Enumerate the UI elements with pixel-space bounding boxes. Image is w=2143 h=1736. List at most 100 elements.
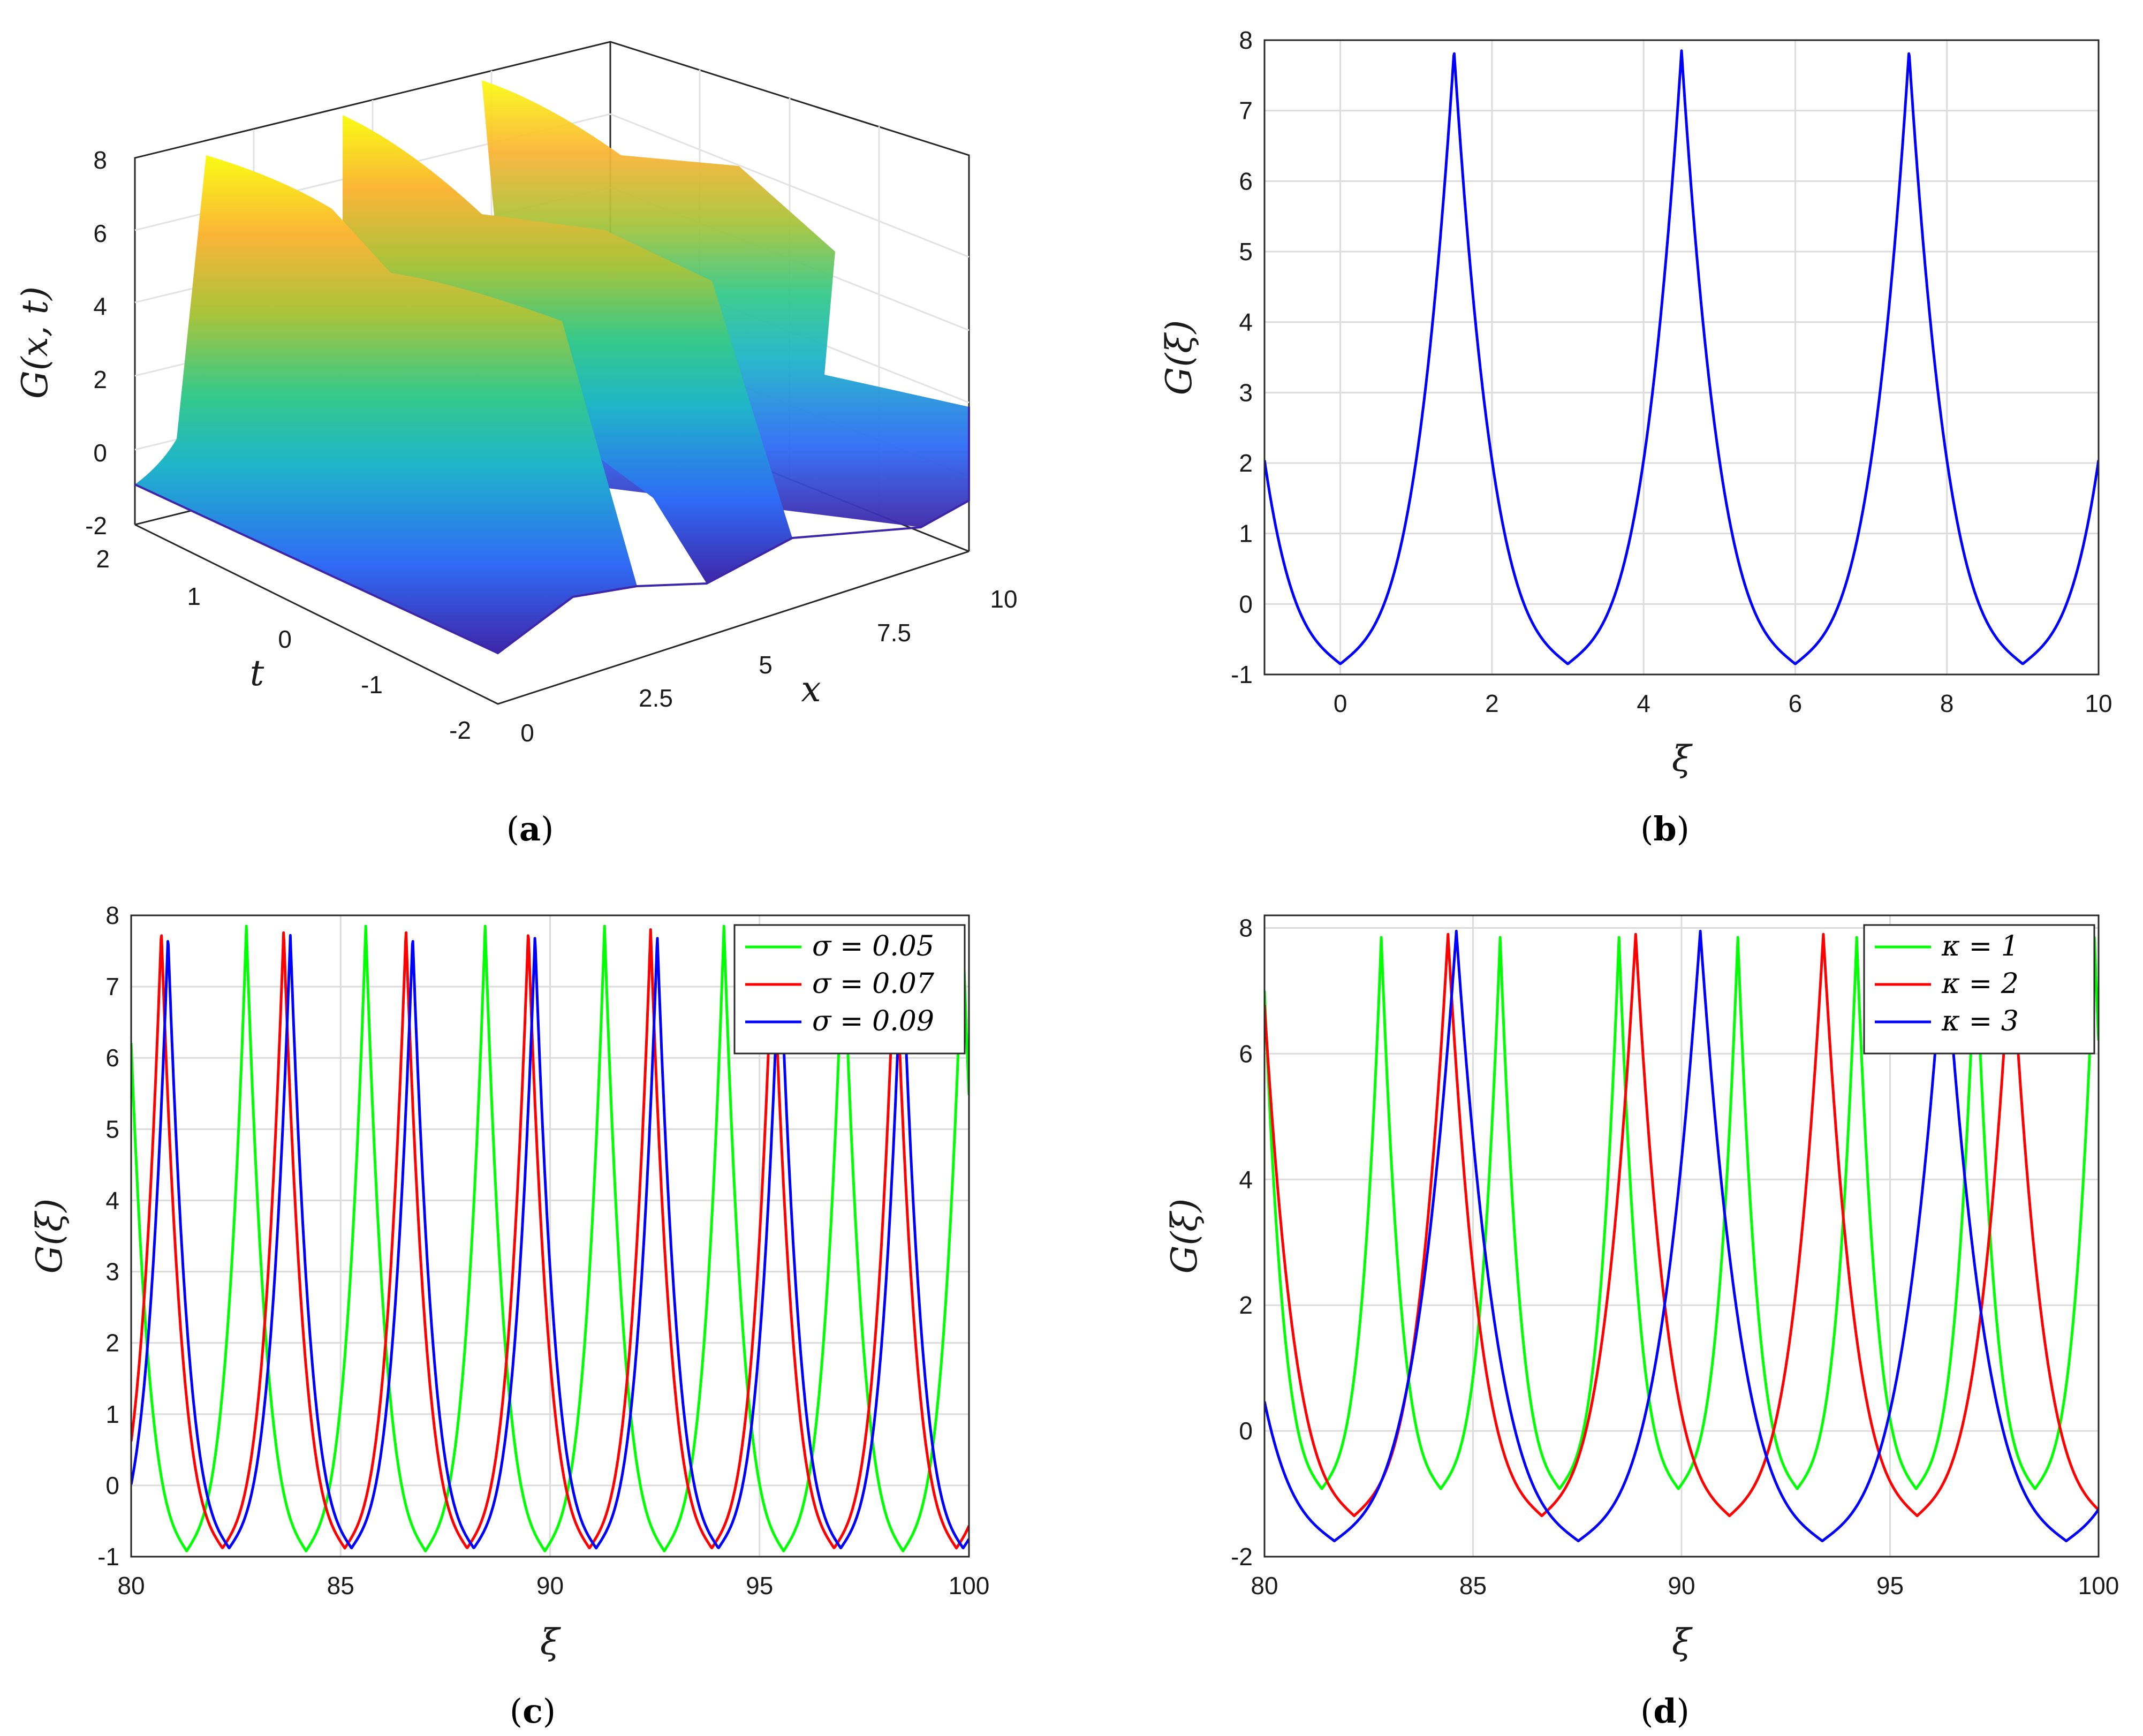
x-tick-label: 85 <box>1459 1572 1487 1599</box>
panel-d-line-chart: 80 85 90 95 100 -2 0 2 4 6 8 κ = 1 κ = 2 κ = 3 ξ G(ξ… <box>1164 914 2119 1731</box>
y-tick-label: -2 <box>1231 1543 1253 1571</box>
panel-c-y-label: G(ξ) <box>29 1199 70 1274</box>
x-tick-label: 0 <box>1334 689 1347 717</box>
panel-d-legend: κ = 1 κ = 2 κ = 3 <box>1863 924 2095 1055</box>
panel-b-grid <box>1264 39 2100 676</box>
panel-c-axes-box <box>130 914 970 1558</box>
y-tick-label: 2 <box>1239 1291 1253 1319</box>
y-tick-label: 2 <box>1239 449 1253 477</box>
legend-entry: σ = 0.05 <box>812 930 934 962</box>
y-tick-label: 7 <box>105 973 119 1000</box>
panel-c-legend: σ = 0.05 σ = 0.07 σ = 0.09 <box>733 924 966 1055</box>
y-tick-label: 5 <box>105 1115 119 1143</box>
panel-d-caption: (d) <box>1640 1692 1690 1731</box>
t-axis-ticks: -2 -1 0 1 2 <box>96 545 471 744</box>
x-tick-label: 90 <box>1668 1572 1695 1599</box>
y-tick-label: 1 <box>105 1400 119 1428</box>
surface-front-edge <box>134 407 970 655</box>
panel-a-surface-plot: -2 0 2 4 6 8 G(x, t) -2 -1 0 1 2 t 0 2.5… <box>14 41 1018 848</box>
panel-b-series <box>1264 49 2099 665</box>
series-line-1 <box>1264 49 2099 665</box>
x-tick-label: 80 <box>117 1572 145 1599</box>
y-tick-label: 4 <box>1239 308 1253 336</box>
panel-c-caption: (c) <box>510 1692 556 1731</box>
series-line-1 <box>131 924 969 1552</box>
series-line-3 <box>1264 929 2099 1543</box>
panel-a-x-label: x <box>801 669 821 710</box>
z-tick: 6 <box>93 219 107 247</box>
x-tick: 5 <box>759 651 773 679</box>
panel-a-t-label: t <box>250 653 264 694</box>
z-tick: 2 <box>93 366 107 393</box>
y-tick-label: -1 <box>1231 661 1253 688</box>
panel-b-ticks: 0 2 4 6 8 10 -1 0 1 2 3 4 5 6 7 8 <box>1231 26 2112 717</box>
y-tick-label: 5 <box>1239 238 1253 266</box>
panel-c-x-label: ξ <box>540 1621 562 1663</box>
x-tick-label: 95 <box>1876 1572 1904 1599</box>
series-line-2 <box>131 928 969 1550</box>
panel-a-z-label: G(x, t) <box>14 286 56 399</box>
panel-c-ticks: 80 85 90 95 100 -1 0 1 2 3 4 5 6 7 8 <box>97 901 989 1599</box>
series-line-3 <box>131 934 969 1550</box>
panel-c-series <box>131 924 969 1552</box>
legend-entry: κ = 1 <box>1941 930 2019 962</box>
z-axis-ticks: -2 0 2 4 6 8 <box>85 146 107 540</box>
z-tick: 4 <box>93 292 107 320</box>
panel-d-ticks: 80 85 90 95 100 -2 0 2 4 6 8 <box>1231 914 2119 1599</box>
x-tick-label: 90 <box>536 1572 564 1599</box>
legend-entry: κ = 2 <box>1941 968 2019 1000</box>
y-tick-label: -1 <box>97 1543 119 1571</box>
x-tick: 2.5 <box>639 684 673 712</box>
panel-d-axes-box <box>1263 914 2100 1558</box>
panel-b-axes-box <box>1263 39 2100 676</box>
y-tick-label: 7 <box>1239 97 1253 125</box>
legend-entry: κ = 3 <box>1941 1005 2019 1037</box>
surface <box>134 80 970 655</box>
y-tick-label: 8 <box>1239 26 1253 54</box>
x-tick-label: 95 <box>746 1572 773 1599</box>
y-tick-label: 4 <box>105 1186 119 1214</box>
panel-d-y-label: G(ξ) <box>1164 1199 1205 1274</box>
panel-d-series <box>1264 929 2099 1543</box>
y-tick-label: 3 <box>105 1258 119 1286</box>
z-tick: 8 <box>93 146 107 174</box>
x-tick: 10 <box>990 585 1017 613</box>
y-tick-label: 6 <box>1239 1040 1253 1067</box>
y-tick-label: 6 <box>1239 167 1253 195</box>
t-tick: 1 <box>187 582 201 610</box>
panel-b-x-label: ξ <box>1672 738 1693 779</box>
y-tick-label: 8 <box>1239 914 1253 942</box>
x-tick-label: 8 <box>1940 689 1954 717</box>
panel-d-grid <box>1263 915 2100 1558</box>
z-tick: -2 <box>85 512 107 540</box>
x-axis-ticks: 0 2.5 5 7.5 10 <box>520 585 1017 747</box>
y-tick-label: 2 <box>105 1329 119 1357</box>
x-tick-label: 85 <box>327 1572 354 1599</box>
t-tick: -2 <box>449 716 471 744</box>
z-tick: 0 <box>93 439 107 467</box>
t-tick: -1 <box>361 671 383 699</box>
series-line-1 <box>1264 936 2099 1490</box>
y-tick-label: 4 <box>1239 1165 1253 1193</box>
x-tick: 0 <box>520 719 534 747</box>
y-tick-label: 3 <box>1239 378 1253 406</box>
x-tick-label: 100 <box>2078 1572 2119 1599</box>
x-tick-label: 6 <box>1789 689 1803 717</box>
x-tick: 7.5 <box>877 619 911 647</box>
panel-d-x-label: ξ <box>1672 1621 1693 1663</box>
x-tick-label: 4 <box>1637 689 1650 717</box>
x-tick-label: 100 <box>949 1572 990 1599</box>
panel-b-y-label: G(ξ) <box>1158 320 1200 396</box>
legend-entry: σ = 0.09 <box>812 1005 934 1037</box>
x-tick-label: 80 <box>1251 1572 1278 1599</box>
panel-a-caption: (a) <box>506 809 554 848</box>
x-tick-label: 10 <box>2085 689 2112 717</box>
panel-b-caption: (b) <box>1640 809 1690 848</box>
surface-sheet-1 <box>135 155 637 653</box>
y-tick-label: 8 <box>105 901 119 929</box>
y-tick-label: 0 <box>1239 590 1253 618</box>
y-tick-label: 1 <box>1239 520 1253 548</box>
t-tick: 2 <box>96 545 110 573</box>
